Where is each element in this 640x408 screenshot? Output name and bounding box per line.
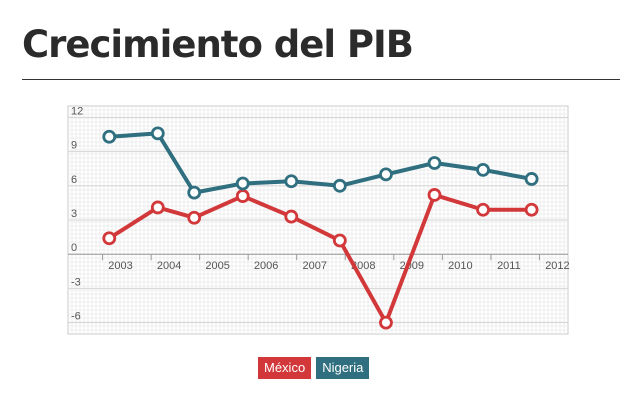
data-point[interactable]	[187, 185, 202, 200]
x-tick-label: 2003	[108, 260, 132, 272]
data-point[interactable]	[102, 231, 117, 246]
data-point[interactable]	[284, 174, 299, 189]
chart-title: Crecimiento del PIB	[22, 23, 414, 66]
data-point[interactable]	[284, 209, 299, 224]
x-tick-label: 2004	[157, 260, 181, 272]
x-tick-label: 2011	[497, 260, 521, 272]
y-tick-label: 6	[71, 174, 77, 186]
data-point[interactable]	[332, 178, 347, 193]
data-point[interactable]	[332, 233, 347, 248]
y-tick-label: -3	[71, 276, 81, 288]
y-axis-ticks: 12 9 6 3 0 -3 -6	[71, 105, 83, 322]
data-point[interactable]	[150, 200, 165, 215]
series-line-mexico	[107, 192, 534, 325]
data-point[interactable]	[476, 162, 490, 177]
data-point[interactable]	[427, 156, 442, 170]
x-tick-label: 2007	[302, 260, 326, 272]
legend: México Nigeria	[258, 357, 370, 379]
data-point[interactable]	[187, 210, 202, 225]
data-point[interactable]	[427, 188, 442, 202]
data-point[interactable]	[524, 172, 539, 186]
legend-item-mexico[interactable]: México	[258, 357, 312, 379]
y-tick-label: 9	[71, 140, 77, 152]
x-tick-label: 2006	[254, 260, 278, 272]
data-point[interactable]	[150, 126, 165, 141]
data-point[interactable]	[102, 129, 117, 144]
data-point[interactable]	[379, 167, 393, 182]
data-point[interactable]	[235, 189, 250, 203]
y-tick-label: 0	[71, 242, 77, 254]
legend-item-nigeria[interactable]: Nigeria	[316, 357, 370, 379]
series-line-nigeria	[107, 131, 534, 195]
x-tick-label: 2005	[205, 260, 229, 272]
data-point[interactable]	[524, 202, 539, 217]
y-tick-label: 3	[71, 208, 77, 220]
x-tick-label: 2009	[400, 260, 424, 272]
title-divider	[22, 79, 620, 80]
data-point[interactable]	[476, 202, 490, 217]
x-tick-label: 2010	[448, 260, 472, 272]
y-tick-label: -6	[71, 311, 81, 323]
data-point[interactable]	[379, 315, 393, 330]
data-point[interactable]	[235, 176, 250, 191]
series-group	[102, 126, 539, 330]
x-tick-label: 2012	[545, 260, 569, 272]
y-tick-label: 12	[71, 105, 83, 117]
